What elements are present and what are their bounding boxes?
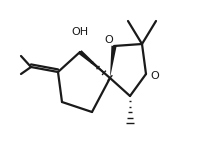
Text: O: O [105,35,113,45]
Text: OH: OH [71,27,89,37]
Polygon shape [78,50,110,78]
Polygon shape [110,46,117,78]
Text: O: O [150,71,159,81]
